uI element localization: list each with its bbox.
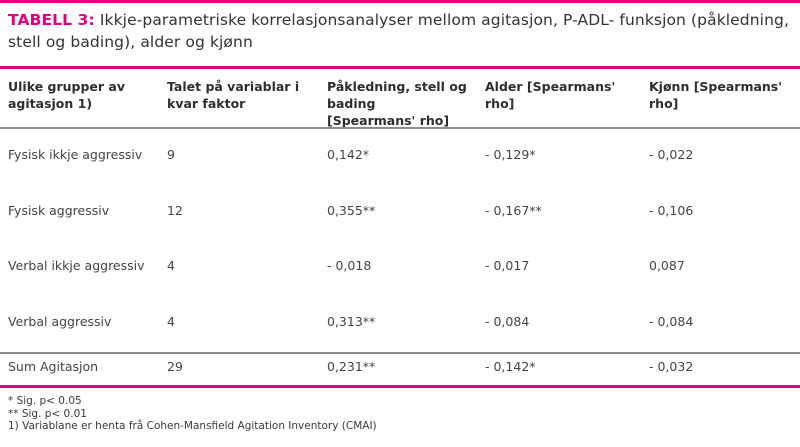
top-accent-rule [0, 0, 800, 3]
total-rule [0, 352, 800, 354]
column-header-group: Ulike grupper av agitasjon 1) [8, 79, 126, 111]
row-padl-rho: 0,313** [327, 314, 376, 329]
row-padl-rho: 0,355** [327, 203, 376, 218]
row-age-rho: - 0,017 [485, 258, 530, 273]
row-padl-rho: - 0,018 [327, 258, 372, 273]
row-padl-rho: 0,231** [327, 359, 376, 374]
row-padl-rho: 0,142* [327, 147, 370, 162]
row-gender-rho: 0,087 [649, 258, 685, 273]
table-caption: TABELL 3: Ikkje-parametriske korrelasjon… [8, 9, 798, 53]
column-header-gender: Kjønn [Spearmans' rho] [649, 79, 783, 111]
row-group-label: Fysisk aggressiv [8, 203, 110, 218]
header-rule [0, 127, 800, 129]
column-header-variable-count: Talet på variablar i kvar faktor [167, 79, 300, 111]
bottom-accent-rule [0, 385, 800, 388]
footnote-source: 1) Variablane er henta frå Cohen-Mansfie… [8, 420, 377, 432]
row-group-label: Verbal aggressiv [8, 314, 112, 329]
row-age-rho: - 0,142* [485, 359, 536, 374]
row-gender-rho: - 0,084 [649, 314, 694, 329]
footnote-sig-05: * Sig. p< 0.05 [8, 395, 82, 407]
row-group-label: Verbal ikkje aggressiv [8, 258, 145, 273]
row-age-rho: - 0,129* [485, 147, 536, 162]
row-age-rho: - 0,167** [485, 203, 542, 218]
caption-rule [0, 66, 800, 69]
row-gender-rho: - 0,032 [649, 359, 694, 374]
row-variable-count: 4 [167, 258, 175, 273]
row-variable-count: 29 [167, 359, 183, 374]
row-age-rho: - 0,084 [485, 314, 530, 329]
row-group-label: Sum Agitasjon [8, 359, 99, 374]
row-group-label: Fysisk ikkje aggressiv [8, 147, 143, 162]
column-header-age: Alder [Spearmans' rho] [485, 79, 616, 111]
footnotes: * Sig. p< 0.05 ** Sig. p< 0.01 1) Variab… [8, 395, 377, 433]
row-gender-rho: - 0,022 [649, 147, 694, 162]
row-variable-count: 9 [167, 147, 175, 162]
row-variable-count: 12 [167, 203, 183, 218]
table-title: Ikkje-parametriske korrelasjonsanalyser … [8, 11, 789, 51]
column-header-padl: Påkledning, stell og bading [Spearmans' … [327, 79, 467, 128]
row-gender-rho: - 0,106 [649, 203, 694, 218]
footnote-sig-01: ** Sig. p< 0.01 [8, 407, 87, 420]
table-label: TABELL 3: [8, 11, 95, 29]
row-variable-count: 4 [167, 314, 175, 329]
